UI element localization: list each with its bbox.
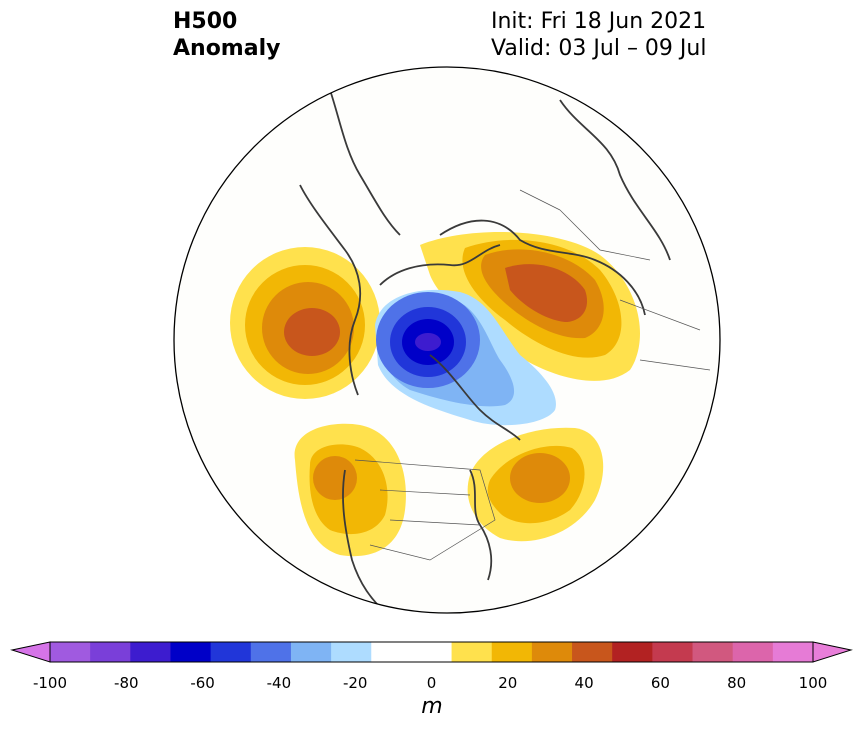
colorbar-cell xyxy=(331,642,372,662)
colorbar-tick-label: -80 xyxy=(114,674,139,692)
colorbar-tick-label: 40 xyxy=(574,674,594,692)
colorbar-extend-low xyxy=(10,641,51,663)
colorbar-cell xyxy=(491,642,533,662)
map-disc xyxy=(174,67,720,613)
title-line-1: H500 xyxy=(173,9,238,34)
colorbar-tick-label: 60 xyxy=(650,674,670,692)
anomaly-alaska-ridge xyxy=(230,247,380,399)
anomaly-russia-ridge xyxy=(420,232,640,381)
title-line-2: Anomaly xyxy=(173,36,281,61)
anomaly-arctic-trough xyxy=(375,289,556,426)
colorbar-frame xyxy=(49,641,814,663)
colorbar-tick-label: 100 xyxy=(798,674,828,692)
colorbar-tick-label: 80 xyxy=(727,674,747,692)
colorbar-tick-label: -60 xyxy=(190,674,215,692)
colorbar-cell xyxy=(250,642,292,662)
map-boundary xyxy=(173,66,721,614)
colorbar-cell xyxy=(371,642,412,662)
colorbar-cell xyxy=(170,642,212,662)
colorbar-tick-label: -20 xyxy=(342,674,368,692)
run-info: Init: Fri 18 Jun 2021 Valid: 03 Jul – 09… xyxy=(491,8,706,62)
colorbar-cell xyxy=(210,642,252,662)
political-borders xyxy=(354,189,711,561)
colorbar-units: m xyxy=(421,694,443,719)
anomaly-west-na-ridge xyxy=(294,423,406,557)
colorbar-cells xyxy=(50,642,814,662)
colorbar-tick-label: 20 xyxy=(498,674,518,692)
colorbar-tick-label: 0 xyxy=(426,674,437,692)
coastlines xyxy=(299,89,671,613)
colorbar-cell xyxy=(652,642,694,662)
colorbar-cell xyxy=(572,642,613,662)
colorbar-cell xyxy=(451,642,493,662)
colorbar-cell xyxy=(531,642,573,662)
colorbar-cell xyxy=(772,642,814,662)
plot-title: H500 Anomaly xyxy=(173,8,280,62)
valid-range: Valid: 03 Jul – 09 Jul xyxy=(491,36,707,61)
colorbar-tick-label: -100 xyxy=(32,674,68,692)
polar-map xyxy=(173,66,721,614)
colorbar xyxy=(10,641,853,663)
colorbar-cell xyxy=(290,642,332,662)
colorbar-tick-label: -40 xyxy=(266,674,292,692)
colorbar-extend-high xyxy=(812,641,853,663)
colorbar-cell xyxy=(692,642,734,662)
colorbar-cell xyxy=(732,642,774,662)
colorbar-cell xyxy=(130,642,171,662)
colorbar-cell xyxy=(50,642,91,662)
colorbar-cell xyxy=(90,642,131,662)
anomaly-east-canada-ridge xyxy=(467,427,604,542)
init-time: Init: Fri 18 Jun 2021 xyxy=(491,9,707,34)
colorbar-cell xyxy=(612,642,653,662)
colorbar-cell xyxy=(411,642,453,662)
